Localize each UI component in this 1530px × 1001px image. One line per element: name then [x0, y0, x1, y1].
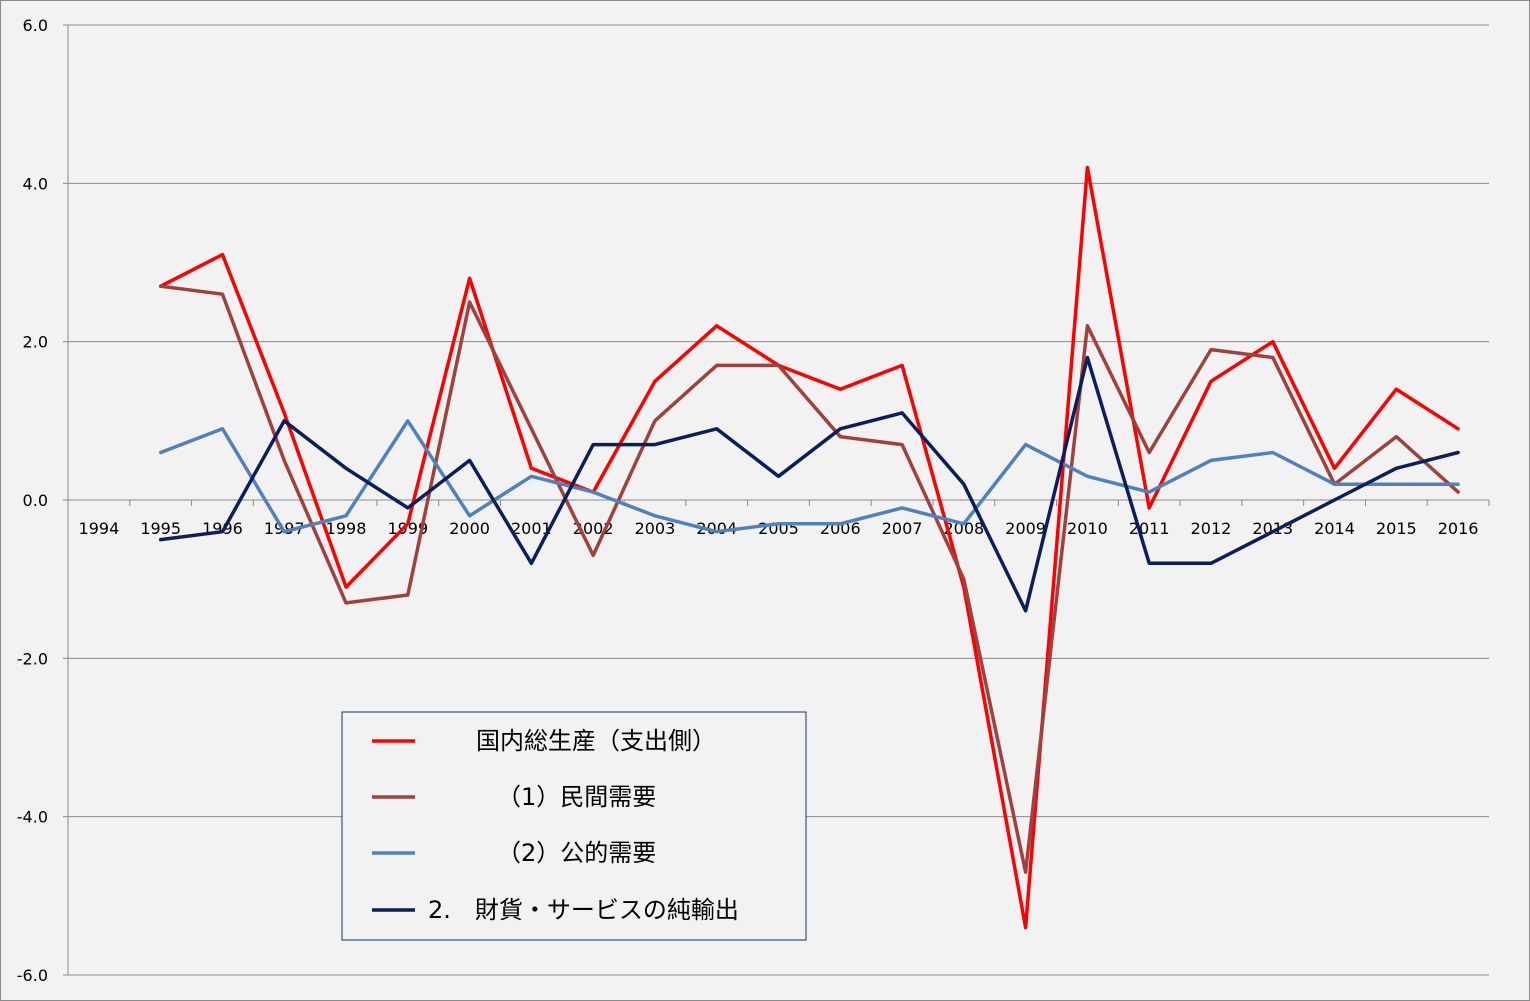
- series-1: [158, 165, 1460, 930]
- x-tick-label: 2001: [511, 519, 552, 538]
- y-tick-label: -2.0: [17, 649, 48, 668]
- series-3: [158, 419, 1460, 534]
- y-tick-label: -6.0: [17, 966, 48, 985]
- x-tick-label: 2008: [943, 519, 984, 538]
- legend-label: （1）民間需要: [497, 783, 656, 811]
- series-lines: [158, 165, 1460, 930]
- series-line: [158, 419, 1460, 534]
- legend-label: 国内総生産（支出側）: [476, 727, 716, 755]
- x-tick-label: 2016: [1438, 519, 1479, 538]
- x-tick-label: 2000: [449, 519, 490, 538]
- x-tick-label: 1998: [326, 519, 367, 538]
- series-line: [158, 355, 1460, 613]
- series-line: [158, 284, 1460, 874]
- series-2: [158, 284, 1460, 874]
- x-tick-label: 1995: [140, 519, 181, 538]
- x-tick-label: 2004: [696, 519, 737, 538]
- x-axis: 1994 1995 1996 1997 1998 1999 2000 2001 2002 2003…: [67, 499, 1490, 538]
- x-tick-label: 2013: [1252, 519, 1293, 538]
- legend-label: （2）公的需要: [497, 839, 656, 867]
- legend-box: [341, 711, 807, 941]
- x-tick-label: 2005: [758, 519, 799, 538]
- y-tick-label: -4.0: [17, 808, 48, 827]
- x-tick-label: 2003: [635, 519, 676, 538]
- x-tick-label: 2014: [1314, 519, 1355, 538]
- y-tick-label: 4.0: [23, 174, 48, 193]
- series-4: [158, 355, 1460, 613]
- x-tick-label: 2009: [1005, 519, 1046, 538]
- y-tick-label: 2.0: [23, 333, 48, 352]
- series-line: [158, 165, 1460, 930]
- legend-label: 2. 財貨・サービスの純輸出: [428, 896, 739, 924]
- x-tick-label: 1994: [79, 519, 120, 538]
- x-tick-label: 2012: [1191, 519, 1232, 538]
- x-tick-label: 2015: [1376, 519, 1417, 538]
- x-tick-label: 2007: [882, 519, 923, 538]
- y-tick-label: 6.0: [23, 16, 48, 35]
- x-tick-label: 2010: [1067, 519, 1108, 538]
- legend: 国内総生産（支出側） （1）民間需要 （2）公的需要 2. 財貨・サービスの純輸出: [341, 711, 807, 941]
- y-tick-label: 0.0: [23, 491, 48, 510]
